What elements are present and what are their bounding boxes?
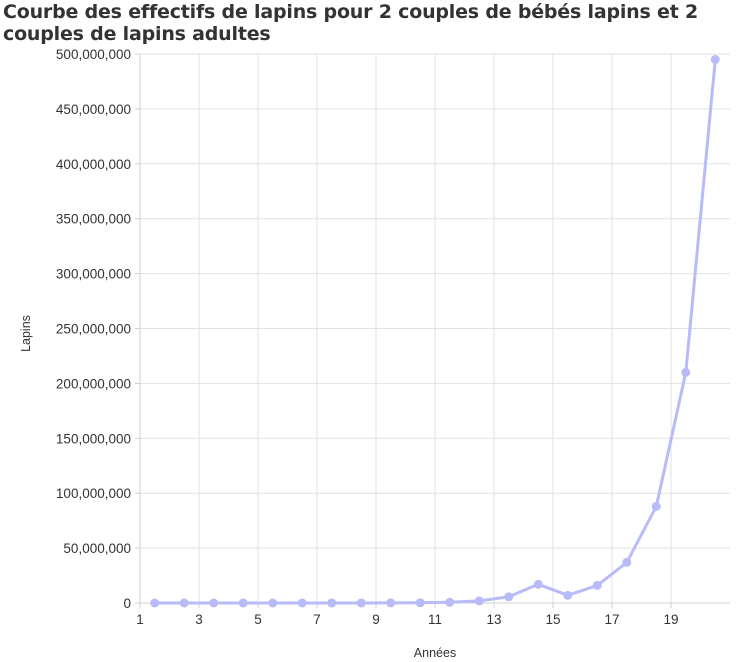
data-point xyxy=(504,592,514,602)
data-point xyxy=(268,598,278,608)
series-line xyxy=(154,59,717,605)
data-point xyxy=(622,557,632,567)
x-tick-labels: 1 3 5 7 9 11 13 15 17 19 xyxy=(136,612,678,627)
x-tick-label: 3 xyxy=(195,612,203,627)
y-tick-label: 250,000,000 xyxy=(56,322,131,337)
data-point xyxy=(386,598,396,608)
x-tick-label: 1 xyxy=(136,612,144,627)
x-tick-label: 9 xyxy=(372,612,380,627)
x-tick-label: 13 xyxy=(486,612,501,627)
data-point xyxy=(681,367,691,377)
x-tick-label: 7 xyxy=(313,612,321,627)
y-tick-labels: 0 50,000,000 100,000,000 150,000,000 200,000… xyxy=(56,47,131,611)
x-tick-label: 11 xyxy=(428,612,442,627)
y-tick-label: 400,000,000 xyxy=(56,157,131,172)
y-tick-label: 0 xyxy=(123,596,131,611)
series-layer xyxy=(150,54,720,608)
y-axis-title: Lapins xyxy=(19,315,33,352)
y-tick-label: 350,000,000 xyxy=(56,212,131,227)
y-tick-label: 450,000,000 xyxy=(56,102,131,117)
x-axis-title: Années xyxy=(414,646,456,660)
data-point xyxy=(533,579,543,589)
data-point xyxy=(327,598,337,608)
y-tick-label: 200,000,000 xyxy=(56,376,131,391)
axes xyxy=(135,53,730,608)
data-point xyxy=(209,598,219,608)
y-tick-label: 300,000,000 xyxy=(56,267,131,282)
data-point xyxy=(474,596,484,606)
y-tick-label: 150,000,000 xyxy=(56,431,131,446)
data-point xyxy=(356,598,366,608)
data-point xyxy=(179,598,189,608)
chart-title: Courbe des effectifs de lapins pour 2 co… xyxy=(3,1,699,45)
data-point xyxy=(651,501,661,511)
data-point xyxy=(445,597,455,607)
y-tick-label: 500,000,000 xyxy=(56,47,131,62)
y-tick-label: 50,000,000 xyxy=(63,541,131,556)
x-tick-label: 5 xyxy=(254,612,262,627)
data-point xyxy=(592,580,602,590)
data-point xyxy=(710,54,720,64)
data-point xyxy=(415,598,425,608)
x-tick-label: 17 xyxy=(604,612,619,627)
y-tick-label: 100,000,000 xyxy=(56,486,131,501)
data-point xyxy=(563,590,573,600)
x-tick-label: 19 xyxy=(663,612,678,627)
data-point xyxy=(238,598,248,608)
data-point xyxy=(297,598,307,608)
data-point xyxy=(150,598,160,608)
x-tick-label: 15 xyxy=(545,612,560,627)
